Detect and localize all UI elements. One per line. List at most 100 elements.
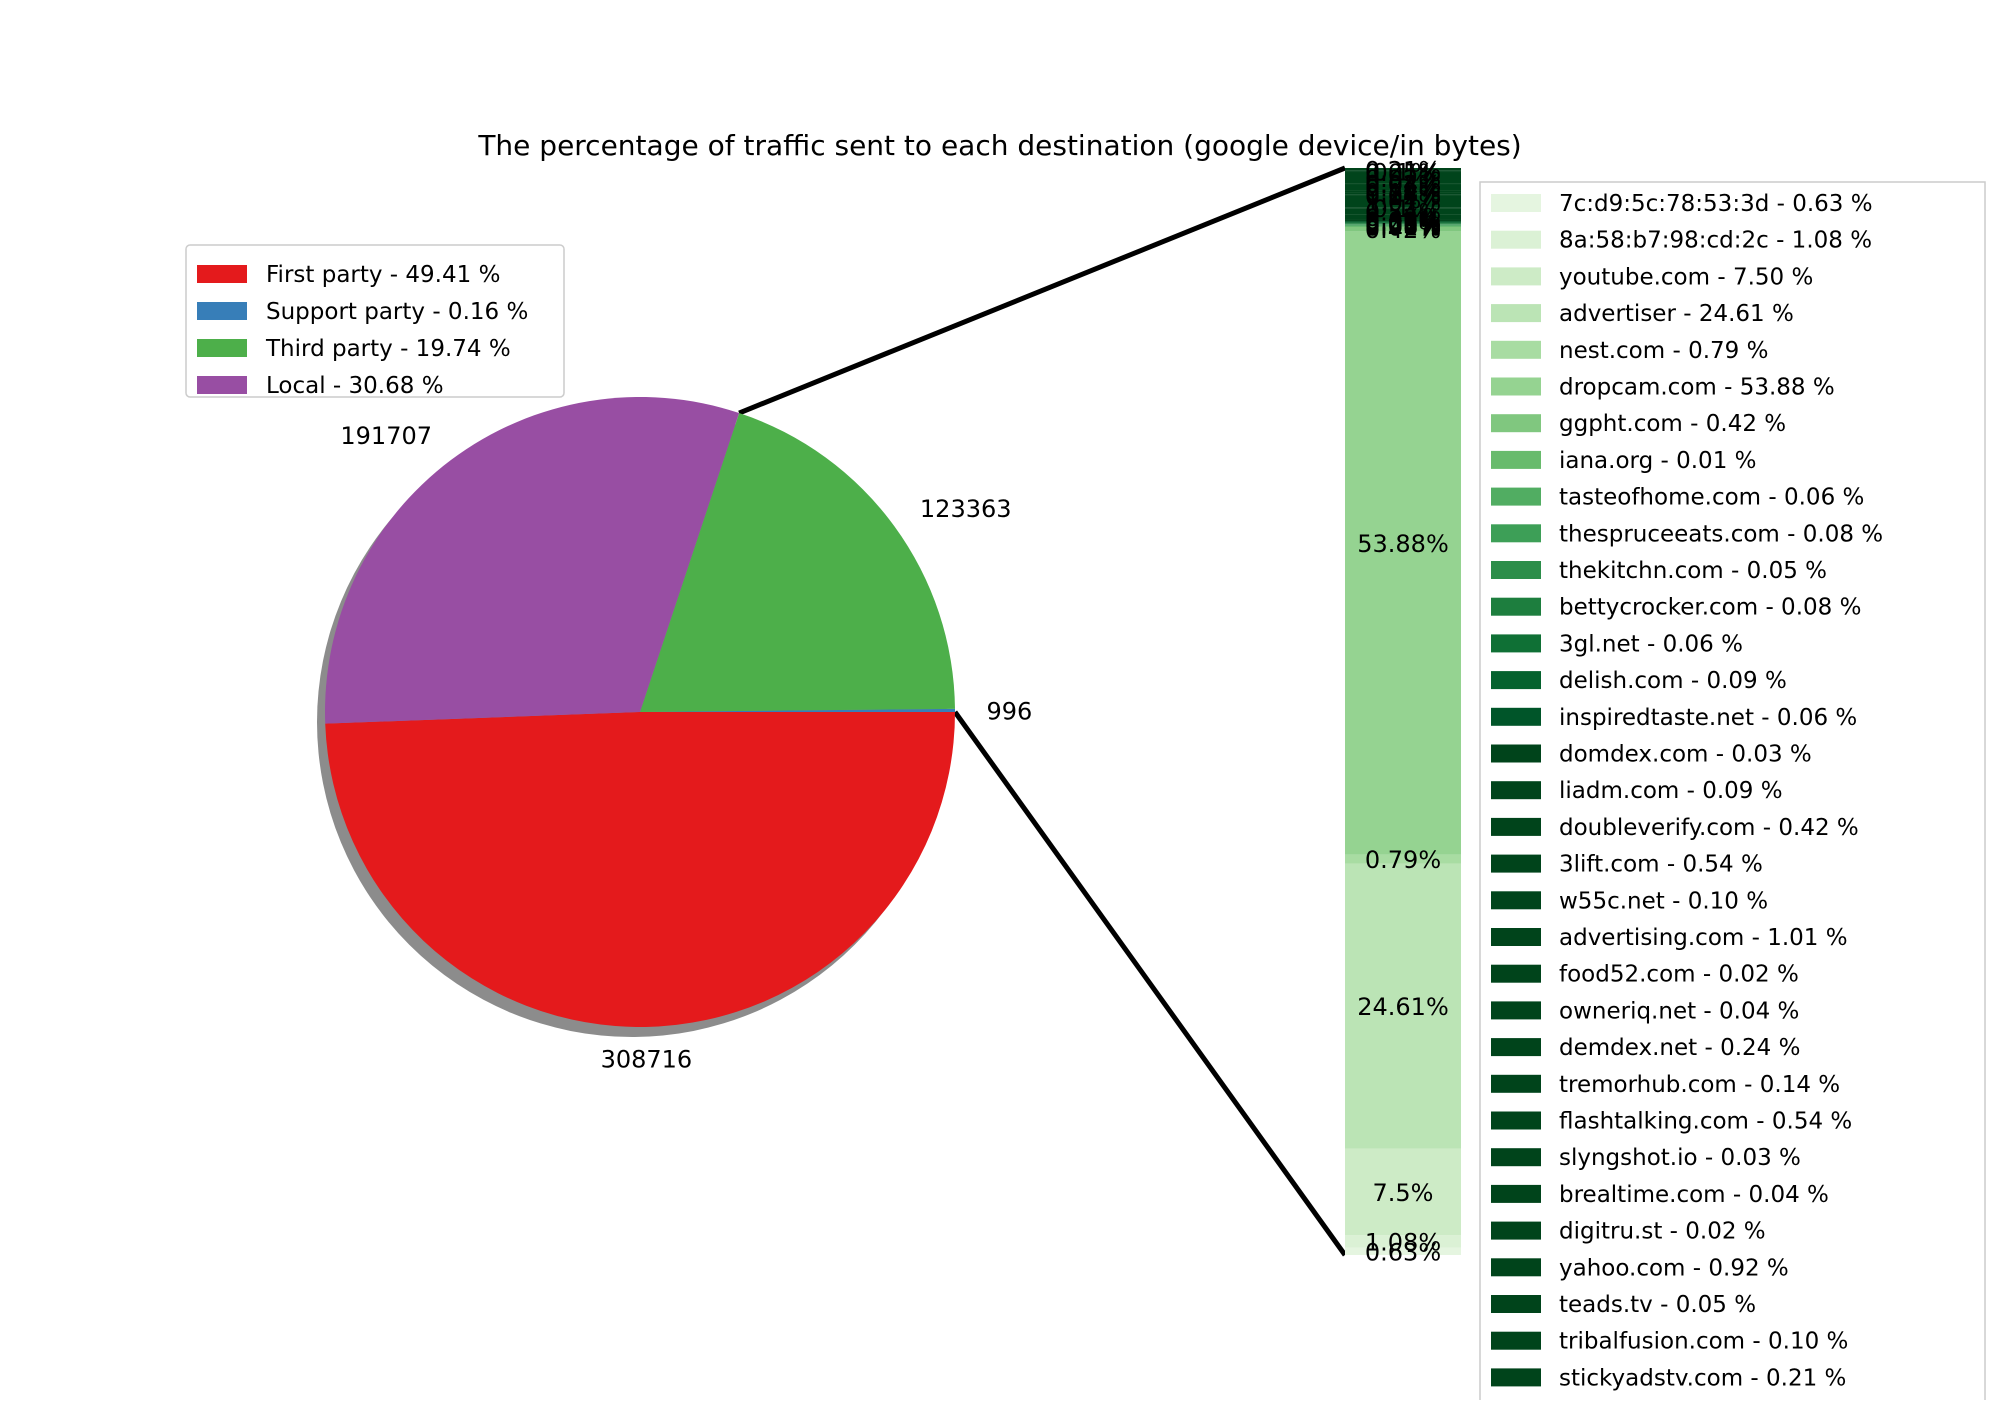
breakdown-legend-label-advertiser: advertiser - 24.61 % [1559, 301, 1794, 327]
pie-legend-label-first-party: First party - 49.41 % [266, 262, 500, 288]
bar-label-food52-com: 0.02% [1365, 182, 1441, 210]
breakdown-legend-label-thekitchn-com: thekitchn.com - 0.05 % [1559, 558, 1827, 584]
breakdown-legend-swatch-stickyadstv-com [1491, 1368, 1541, 1387]
breakdown-legend-swatch-teads-tv [1491, 1295, 1541, 1313]
bar-label-demdex-net: 0.24% [1365, 180, 1441, 208]
breakdown-legend-label-food52-com: food52.com - 0.02 % [1559, 962, 1799, 988]
breakdown-legend-swatch-slyngshot-io [1491, 1148, 1541, 1167]
bar-segment-teads-tv [1345, 171, 1461, 173]
breakdown-legend: 7c:d9:5c:78:53:3d - 0.63 % 8a:58:b7:98:cd… [1479, 181, 1986, 1400]
breakdown-legend-swatch-inspiredtaste-net [1491, 707, 1541, 726]
bar-label-yahoo-com: 0.92% [1365, 165, 1441, 193]
bar-segment-food52-com [1345, 195, 1461, 196]
connector-line-top [738, 165, 1346, 416]
pie-legend-swatch-support-party [197, 302, 247, 320]
breakdown-legend-swatch-w55c-net [1491, 891, 1541, 910]
pie-legend: First party - 49.41 % Support party - 0.1… [185, 244, 565, 399]
breakdown-legend-label-liadm-com: liadm.com - 0.09 % [1559, 778, 1783, 804]
connector-line-bottom [952, 710, 1348, 1257]
bar-segment-yahoo-com [1345, 172, 1461, 184]
bar-label-slyngshot-io: 0.03% [1365, 171, 1441, 199]
breakdown-legend-label-owneriq-net: owneriq.net - 0.04 % [1559, 998, 1799, 1024]
breakdown-legend-swatch-domdex-com [1491, 744, 1541, 763]
bar-label-tremorhub-com: 0.14% [1365, 178, 1441, 206]
breakdown-legend-label-nest-com: nest.com - 0.79 % [1559, 338, 1768, 364]
bar-label-iana-org: 0.01% [1365, 213, 1441, 241]
pie-legend-frame [185, 244, 565, 398]
bar-label-stickyadstv-com: 0.21% [1365, 157, 1441, 185]
bar-label-bettycrocker-com: 0.08% [1365, 211, 1441, 239]
pie-slice-third-party [640, 413, 955, 712]
bar-label-tribalfusion-com: 0.1% [1373, 158, 1434, 186]
breakdown-bar [1345, 168, 1461, 1255]
bar-segment-demdex-net [1345, 192, 1461, 195]
bar-label-teads-tv: 0.05% [1365, 159, 1441, 187]
breakdown-legend-swatch-dropcam-com [1491, 377, 1541, 396]
bar-label-digitru-st: 0.02% [1365, 170, 1441, 198]
breakdown-legend-label-iana-org: iana.org - 0.01 % [1559, 448, 1757, 474]
bar-segment-dropcam-com [1345, 231, 1461, 855]
breakdown-legend-swatch-food52-com [1491, 964, 1541, 983]
bar-label-7c-d9-5c-78-53-3d: 0.63% [1365, 1238, 1441, 1266]
breakdown-legend-label-tasteofhome-com: tasteofhome.com - 0.06 % [1559, 485, 1864, 511]
pie-value-label-local: 191707 [340, 422, 432, 450]
breakdown-legend-swatch-advertiser [1491, 304, 1541, 323]
bar-label-advertiser: 24.61% [1357, 993, 1449, 1021]
breakdown-legend-label-inspiredtaste-net: inspiredtaste.net - 0.06 % [1559, 705, 1857, 731]
bar-segment-3gl-net [1345, 222, 1461, 224]
bar-segment-thekitchn-com [1345, 224, 1461, 225]
pie-legend-swatch-third-party [197, 339, 247, 357]
bar-segment-3lift-com [1345, 208, 1461, 215]
connector-lines [738, 165, 1348, 1257]
pie-legend-swatch-first-party [197, 265, 247, 283]
breakdown-legend-swatch-owneriq-net [1491, 1001, 1541, 1020]
bar-label-liadm-com: 0.09% [1365, 207, 1441, 235]
breakdown-legend-label-bettycrocker-com: bettycrocker.com - 0.08 % [1559, 595, 1861, 621]
breakdown-legend-label-doubleverify-com: doubleverify.com - 0.42 % [1559, 815, 1859, 841]
pie-chart [325, 397, 956, 1028]
breakdown-legend-label-thespruceeats-com: thespruceeats.com - 0.08 % [1559, 521, 1883, 547]
bar-segment-iana-org [1345, 226, 1461, 228]
breakdown-legend-label-teads-tv: teads.tv - 0.05 % [1559, 1292, 1756, 1318]
breakdown-legend-label-tribalfusion-com: tribalfusion.com - 0.10 % [1559, 1329, 1848, 1355]
breakdown-legend-label-brealtime-com: brealtime.com - 0.04 % [1559, 1182, 1829, 1208]
breakdown-legend-swatch-7c-d9-5c-78-53-3d [1491, 194, 1541, 212]
pie-value-label-first-party: 308716 [601, 1045, 693, 1073]
breakdown-legend-swatch-8a-58-b7-98-cd-2c [1491, 230, 1541, 249]
breakdown-legend-label-yahoo-com: yahoo.com - 0.92 % [1559, 1255, 1789, 1281]
breakdown-legend-swatch-demdex-net [1491, 1038, 1541, 1057]
breakdown-legend-swatch-liadm-com [1491, 781, 1541, 800]
bar-segment-liadm-com [1345, 219, 1461, 221]
breakdown-legend-label-stickyadstv-com: stickyadstv.com - 0.21 % [1559, 1365, 1846, 1391]
pie-legend-label-support-party: Support party - 0.16 % [266, 299, 528, 325]
breakdown-legend-label-tremorhub-com: tremorhub.com - 0.14 % [1559, 1072, 1840, 1098]
pie-value-label-third-party: 123363 [920, 495, 1012, 523]
bar-label-inspiredtaste-net: 0.06% [1365, 208, 1441, 236]
bar-label-ggpht-com: 0.42% [1365, 216, 1441, 244]
bar-segment-tribalfusion-com [1345, 170, 1461, 172]
bar-label-domdex-com: 0.03% [1365, 208, 1441, 236]
bar-segment-slyngshot-io [1345, 183, 1461, 185]
breakdown-legend-label-digitru-st: digitru.st - 0.02 % [1559, 1219, 1766, 1245]
breakdown-legend-label-dropcam-com: dropcam.com - 53.88 % [1559, 375, 1835, 401]
bar-label-delish-com: 0.09% [1365, 209, 1441, 237]
pie-value-label-support-party: 996 [986, 697, 1032, 725]
breakdown-legend-swatch-advertising-com [1491, 928, 1541, 946]
breakdown-legend-label-3lift-com: 3lift.com - 0.54 % [1559, 852, 1763, 878]
bar-label-dropcam-com: 53.88% [1357, 530, 1449, 558]
bar-label-doubleverify-com: 0.42% [1365, 204, 1441, 232]
breakdown-legend-swatch-3gl-net [1491, 634, 1541, 653]
bar-label-3gl-net: 0.06% [1365, 210, 1441, 238]
chart-title: The percentage of traffic sent to each d… [477, 129, 1521, 162]
breakdown-legend-label-3gl-net: 3gl.net - 0.06 % [1559, 631, 1743, 657]
breakdown-legend-swatch-brealtime-com [1491, 1184, 1541, 1203]
breakdown-legend-swatch-thespruceeats-com [1491, 524, 1541, 543]
breakdown-legend-label-youtube-com: youtube.com - 7.50 % [1559, 264, 1813, 290]
pie-value-labels: 308716 996 123363 191707 [340, 422, 1032, 1074]
bar-label-nest-com: 0.79% [1365, 846, 1441, 874]
bar-label-tasteofhome-com: 0.06% [1365, 213, 1441, 241]
bar-label-thespruceeats-com: 0.08% [1365, 212, 1441, 240]
breakdown-legend-swatch-tremorhub-com [1491, 1074, 1541, 1093]
bar-segment-tremorhub-com [1345, 190, 1461, 193]
